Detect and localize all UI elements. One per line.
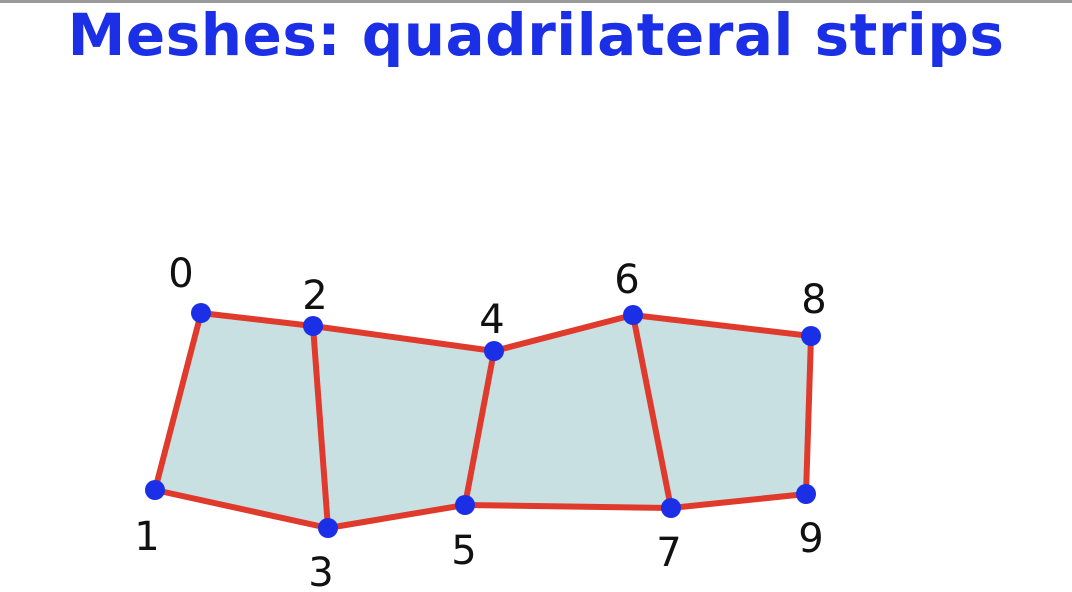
edge-6-8 bbox=[630, 312, 814, 339]
quad-face-2-3-5-4 bbox=[313, 326, 494, 528]
vertex-label-7: 7 bbox=[656, 530, 681, 576]
vertex-0 bbox=[191, 303, 211, 323]
vertex-label-9: 9 bbox=[798, 516, 823, 562]
vertex-6 bbox=[623, 305, 643, 325]
vertex-labels: 0 1 2 3 4 5 6 7 8 9 bbox=[134, 251, 826, 592]
edge-4-5 bbox=[462, 348, 497, 508]
edge-2-3 bbox=[310, 323, 331, 531]
quad-face-0-1-3-2 bbox=[155, 313, 328, 528]
quad-face-4-5-7-6 bbox=[465, 315, 671, 508]
mesh-vertices bbox=[145, 303, 821, 538]
edge-3-5 bbox=[325, 502, 468, 531]
quad-face-6-7-9-8 bbox=[633, 315, 811, 508]
vertex-label-6: 6 bbox=[614, 257, 639, 303]
vertex-label-4: 4 bbox=[479, 297, 504, 343]
mesh-edges bbox=[152, 310, 814, 531]
edge-0-1 bbox=[152, 310, 204, 493]
edge-1-3 bbox=[152, 487, 331, 531]
vertex-label-8: 8 bbox=[801, 277, 826, 323]
vertex-2 bbox=[303, 316, 323, 336]
vertex-label-0: 0 bbox=[168, 251, 193, 297]
vertex-label-2: 2 bbox=[302, 273, 327, 319]
edge-2-4 bbox=[310, 323, 497, 354]
vertex-8 bbox=[801, 326, 821, 346]
edge-8-9 bbox=[803, 333, 814, 497]
vertex-label-3: 3 bbox=[308, 550, 333, 592]
vertex-7 bbox=[661, 498, 681, 518]
vertex-3 bbox=[318, 518, 338, 538]
edge-7-9 bbox=[668, 491, 809, 511]
slide-title: Meshes: quadrilateral strips bbox=[67, 1, 1005, 69]
vertex-label-5: 5 bbox=[451, 528, 476, 574]
vertex-4 bbox=[484, 341, 504, 361]
vertex-label-1: 1 bbox=[134, 514, 159, 560]
quad-faces bbox=[155, 313, 811, 528]
edge-0-2 bbox=[198, 310, 316, 329]
edge-6-7 bbox=[630, 312, 674, 511]
vertex-5 bbox=[455, 495, 475, 515]
vertex-1 bbox=[145, 480, 165, 500]
vertex-9 bbox=[796, 484, 816, 504]
edge-4-6 bbox=[491, 312, 636, 354]
slide-top-rule bbox=[0, 0, 1072, 3]
edge-5-7 bbox=[462, 502, 674, 511]
